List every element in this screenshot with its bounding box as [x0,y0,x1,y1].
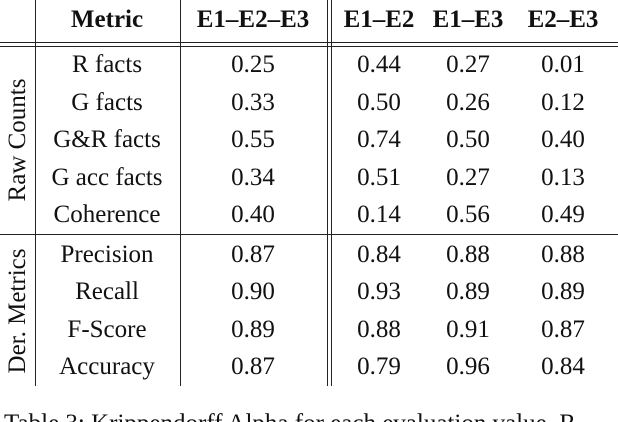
value-cell: 0.34 [231,163,275,191]
value-cell: 0.89 [446,278,490,306]
value-cell: 0.27 [446,163,490,191]
group-label: Der. Metrics [4,248,31,374]
value-cell: 0.49 [541,201,585,229]
value-cell: 0.91 [446,315,490,343]
value-cell: 0.87 [231,353,275,381]
value-cell: 0.40 [231,201,275,229]
value-cell: 0.50 [357,88,401,116]
value-cell: 0.84 [541,353,585,381]
metric-cell: G&R facts [53,126,161,154]
metric-cell: Accuracy [59,353,155,381]
value-cell: 0.84 [357,240,401,268]
value-cell: 0.96 [446,353,490,381]
caption: Table 3: Krippendorff Alpha for each eva… [4,410,576,422]
rule [35,0,36,386]
value-cell: 0.55 [231,126,275,154]
value-cell: 0.89 [231,315,275,343]
header-cell: E1–E2 [343,6,415,33]
header-cell: E2–E3 [527,6,599,33]
value-cell: 0.93 [357,278,401,306]
header-cell: Metric [70,6,144,33]
value-cell: 0.79 [357,353,401,381]
value-cell: 0.40 [541,126,585,154]
value-cell: 0.87 [231,240,275,268]
rule [0,42,618,43]
value-cell: 0.74 [357,126,401,154]
value-cell: 0.25 [231,51,275,78]
value-cell: 0.88 [541,240,585,268]
value-cell: 0.56 [446,201,490,229]
metric-cell: Precision [60,240,154,268]
metric-cell: G facts [71,88,143,116]
metric-cell: G acc facts [51,163,163,191]
metric-cell: Recall [75,278,139,306]
value-cell: 0.33 [231,88,275,116]
rule [0,234,618,235]
rule [0,46,618,47]
value-cell: 0.88 [357,315,401,343]
value-cell: 0.01 [541,51,585,78]
value-cell: 0.50 [446,126,490,154]
metric-cell: R facts [71,51,143,78]
value-cell: 0.27 [446,51,490,78]
value-cell: 0.90 [231,278,275,306]
value-cell: 0.14 [357,201,401,229]
rule [180,0,181,386]
value-cell: 0.26 [446,88,490,116]
rule [331,0,332,386]
value-cell: 0.44 [357,51,401,78]
metric-cell: Coherence [53,201,161,229]
header-cell: E1–E2–E3 [196,6,310,33]
rule [327,0,328,386]
value-cell: 0.13 [541,163,585,191]
value-cell: 0.12 [541,88,585,116]
metric-cell: F-Score [67,315,147,343]
header-cell: E1–E3 [432,6,504,33]
value-cell: 0.51 [357,163,401,191]
value-cell: 0.87 [541,315,585,343]
value-cell: 0.89 [541,278,585,306]
value-cell: 0.88 [446,240,490,268]
group-label: Raw Counts [4,78,31,202]
